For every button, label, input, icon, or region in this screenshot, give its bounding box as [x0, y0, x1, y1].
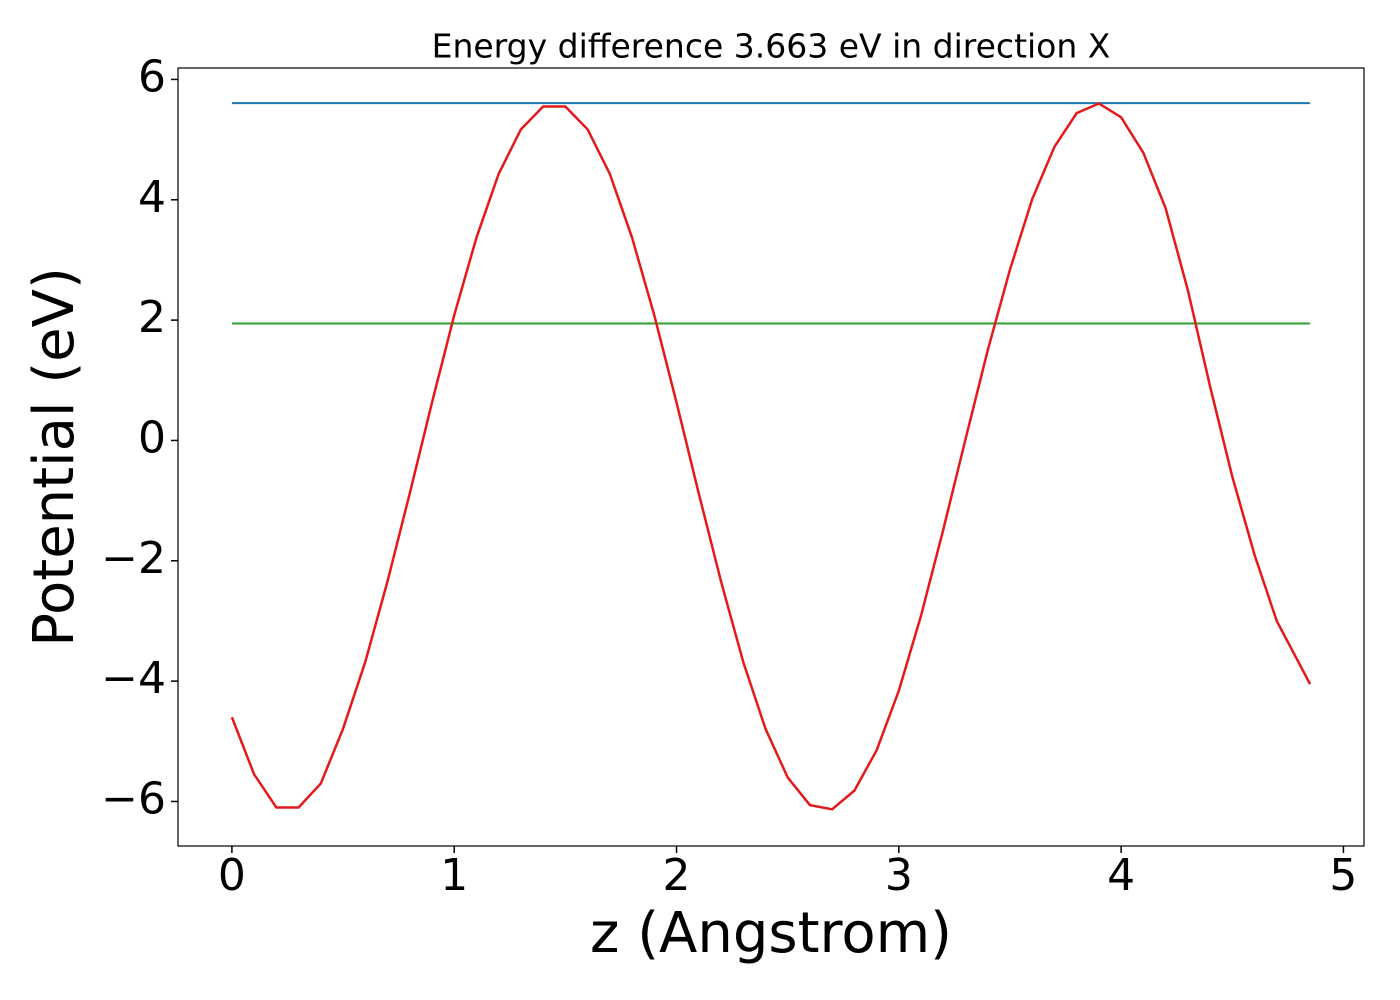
chart-title: Energy difference 3.663 eV in direction …	[432, 27, 1111, 66]
y-tick-label: 2	[138, 292, 166, 343]
x-tick-label: 4	[1107, 850, 1135, 901]
y-tick-label: −2	[101, 533, 166, 584]
y-tick-label: 0	[138, 412, 166, 463]
plot-frame	[177, 67, 1365, 847]
x-tick-label: 5	[1329, 850, 1357, 901]
x-tick-label: 1	[440, 850, 468, 901]
x-tick-label: 0	[218, 850, 246, 901]
x-axis-label: z (Angstrom)	[590, 901, 952, 966]
y-tick-label: 4	[138, 172, 166, 223]
x-tick-label: 3	[885, 850, 913, 901]
y-axis-label: Potential (eV)	[22, 267, 87, 647]
y-tick-label: 6	[138, 51, 166, 102]
y-tick-label: −4	[101, 653, 166, 704]
data-line	[230, 102, 1312, 811]
y-tick-label: −6	[101, 773, 166, 824]
x-tick-label: 2	[663, 850, 691, 901]
